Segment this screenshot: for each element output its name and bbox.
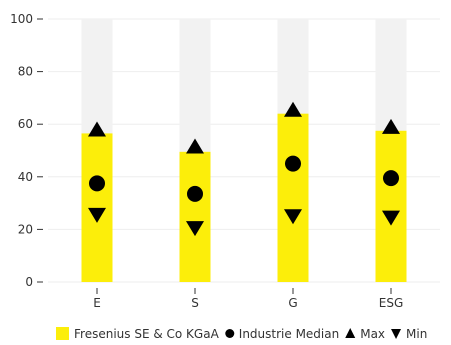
bar-esg [375, 130, 407, 282]
min-point-s [186, 221, 204, 237]
legend-swatch-circle [225, 329, 235, 338]
bars [81, 113, 407, 283]
min-point-e [88, 207, 106, 223]
legend-swatch-bar [56, 327, 69, 340]
median-point-e [89, 175, 105, 192]
legend-label: Industrie Median [239, 327, 339, 341]
y-tick-label: 100 [10, 12, 33, 26]
x-tick-label: E [93, 296, 101, 310]
median-point-g [285, 155, 301, 172]
legend-swatch-triangle-up [345, 328, 356, 338]
y-tick-label: 40 [18, 170, 33, 184]
y-tick-label: 20 [18, 222, 33, 236]
x-tick-label: S [191, 296, 199, 310]
gridlines [48, 18, 440, 283]
background-bands [81, 19, 407, 282]
x-tick-label: G [288, 296, 297, 310]
bar-e [81, 133, 113, 282]
bar-g [277, 113, 309, 283]
legend-swatch-triangle-down [391, 329, 402, 339]
max-point-e [88, 121, 106, 137]
bar-s [179, 151, 211, 282]
max-point-s [186, 138, 204, 154]
max-point-esg [382, 118, 400, 134]
y-tick-label: 0 [25, 275, 33, 289]
x-axis: E S G ESG [93, 288, 403, 310]
markers [88, 101, 400, 237]
min-point-g [284, 209, 302, 225]
max-point-g [284, 101, 302, 117]
y-tick-label: 80 [18, 65, 33, 79]
legend: Fresenius SE & Co KGaA Industrie Median Ma… [56, 327, 427, 341]
y-axis: 0 20 40 60 80 100 [10, 12, 43, 289]
x-tick-label: ESG [379, 296, 404, 310]
legend-label: Fresenius SE & Co KGaA [74, 327, 220, 341]
y-tick-label: 60 [18, 117, 33, 131]
legend-label: Max [360, 327, 385, 341]
legend-label: Min [406, 327, 427, 341]
min-point-esg [382, 210, 400, 226]
median-point-s [187, 185, 203, 202]
median-point-esg [383, 170, 399, 187]
